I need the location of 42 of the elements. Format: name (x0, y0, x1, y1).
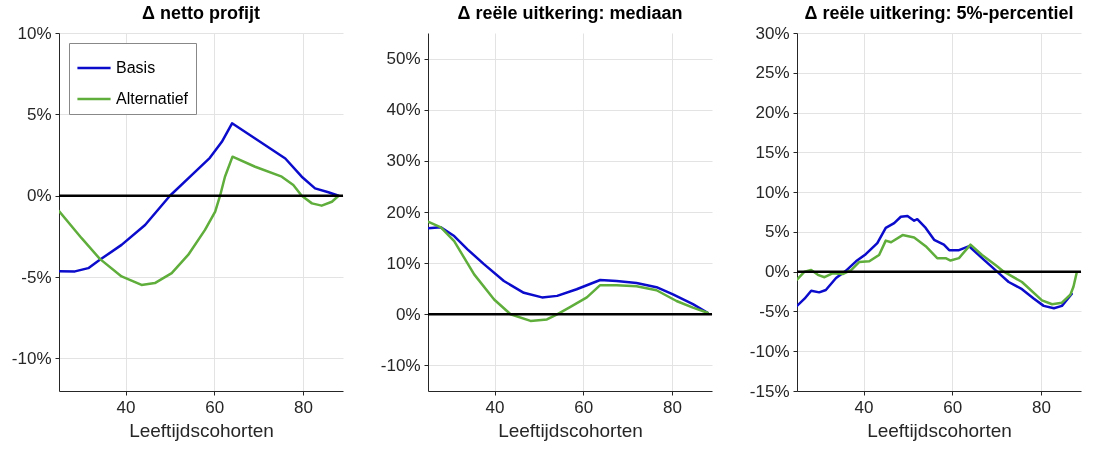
y-tick-label: 20% (386, 202, 421, 222)
y-tick-label: -5% (21, 267, 52, 287)
x-axis-title: Leeftijdscohorten (129, 419, 274, 441)
y-tick-label: 10% (386, 253, 421, 273)
y-tick-label: 0% (764, 262, 790, 282)
x-tick-label: 80 (294, 397, 314, 417)
y-tick-label: 20% (755, 103, 790, 123)
y-tick-label: -10% (11, 348, 52, 368)
legend-label: Basis (116, 59, 156, 76)
x-tick-label: 40 (116, 397, 136, 417)
y-tick-label: 5% (26, 104, 52, 124)
y-tick-label: 40% (386, 100, 421, 120)
y-tick-label: 30% (386, 151, 421, 171)
y-tick-label: -10% (749, 341, 790, 361)
y-tick-label: -10% (380, 355, 421, 375)
line-series (797, 214, 1073, 310)
x-tick-label: 60 (205, 397, 225, 417)
legend-label: Alternatief (116, 90, 189, 107)
y-tick-label: 30% (755, 23, 790, 43)
x-tick-label: 40 (854, 397, 874, 417)
y-tick-label: 10% (755, 182, 790, 202)
x-tick-label: 40 (485, 397, 505, 417)
x-tick-label: 80 (663, 397, 683, 417)
y-tick-label: -15% (749, 381, 790, 401)
x-axis-title: Leeftijdscohorten (498, 419, 643, 441)
y-tick-label: 50% (386, 49, 421, 69)
x-tick-label: 60 (943, 397, 963, 417)
y-tick-label: 25% (755, 63, 790, 83)
y-tick-label: -5% (759, 301, 790, 321)
x-axis-title: Leeftijdscohorten (867, 419, 1012, 441)
y-tick-label: 0% (26, 186, 52, 206)
y-tick-label: 10% (17, 23, 52, 43)
chart-title: Δ netto profijt (142, 2, 260, 23)
y-tick-label: 5% (764, 222, 790, 242)
chart-title: Δ reële uitkering: 5%-percentiel (804, 2, 1074, 23)
chart-title: Δ reële uitkering: mediaan (457, 3, 683, 23)
line-series (797, 233, 1078, 306)
y-tick-label: 0% (395, 304, 421, 324)
y-tick-label: 15% (755, 142, 790, 162)
x-tick-label: 80 (1032, 397, 1052, 417)
x-tick-label: 60 (574, 397, 594, 417)
line-series (59, 155, 340, 287)
